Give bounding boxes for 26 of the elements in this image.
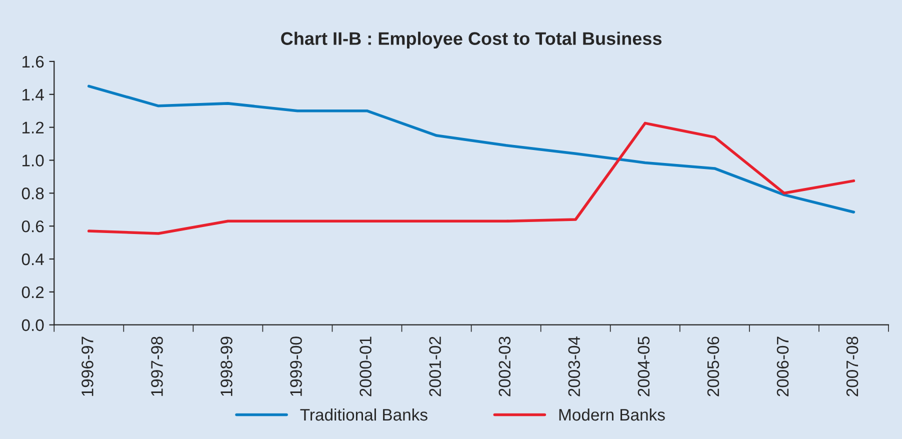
x-tick-label: 2003-04 [568,336,580,396]
legend-label: Modern Banks [559,408,665,421]
x-tick-label: 2001-02 [429,336,442,396]
x-tick-label: 1998-99 [220,336,232,396]
y-tick-label: 0.8 [22,188,44,200]
y-tick-label: 0.2 [22,286,44,298]
x-tick-label: 2005-06 [707,336,720,396]
x-tick-label: 2000-01 [360,336,372,396]
y-tick-label: 1.6 [22,56,44,68]
x-tick-label: 2002-03 [498,336,511,396]
x-tick-label: 1996-97 [82,336,94,396]
y-tick-label: 0.4 [22,253,44,266]
line-series [87,122,856,235]
x-tick-label: 2004-05 [638,336,650,396]
line-series [87,84,856,214]
x-tick-label: 2007-08 [846,336,858,396]
y-tick-label: 0.0 [22,319,44,332]
x-tick-label: 1997-98 [151,336,163,396]
y-tick-label: 1.0 [22,154,44,166]
y-tick-label: 1.4 [22,88,44,100]
chart-title: Chart II-B : Employee Cost to Total Business [281,32,662,49]
y-tick-label: 1.2 [22,122,44,134]
x-tick-label: 1999-00 [290,336,302,396]
x-tick-label: 2006-07 [776,336,789,396]
y-tick-label: 0.6 [22,220,44,232]
legend-label: Traditional Banks [300,408,428,421]
